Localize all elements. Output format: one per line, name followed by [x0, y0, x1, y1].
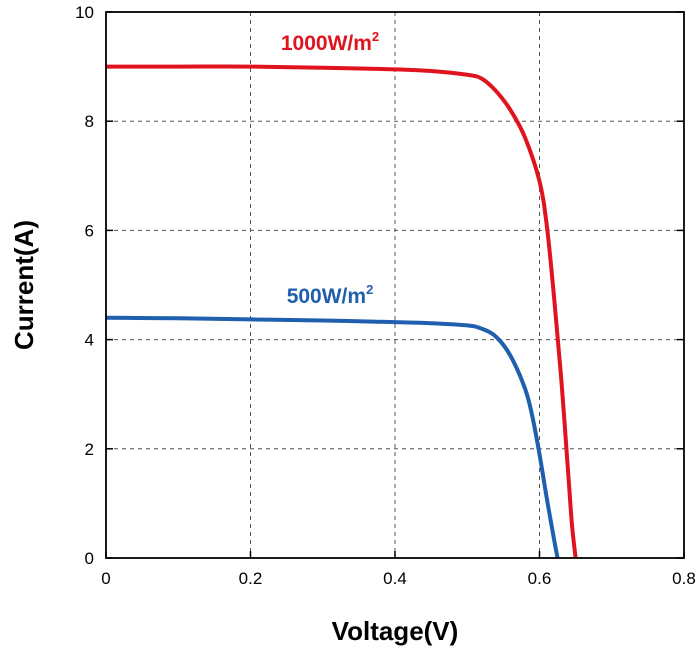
y-tick-label: 8 [85, 112, 94, 131]
series-labels: 1000W/m2 500W/m2 [281, 29, 379, 308]
x-tick-label: 0 [101, 569, 110, 588]
y-tick-label: 0 [85, 549, 94, 568]
series-line-0 [106, 64, 578, 559]
x-tick-label: 0.4 [383, 569, 407, 588]
ticks: 0 0.2 0.4 0.6 0.8 0 2 4 6 8 10 [75, 3, 696, 588]
y-tick-label: 2 [85, 440, 94, 459]
x-tick-label: 0.2 [239, 569, 263, 588]
y-tick-label: 10 [75, 3, 94, 22]
y-tick-label: 6 [85, 221, 94, 240]
x-axis-label: Voltage(V) [332, 616, 459, 646]
series-label-0: 1000W/m2 [281, 29, 379, 55]
series-lines [105, 64, 578, 559]
series-label-1: 500W/m2 [287, 282, 374, 308]
x-tick-label: 0.8 [672, 569, 696, 588]
x-tick-label: 0.6 [528, 569, 552, 588]
grid [106, 12, 684, 558]
series-line-1 [105, 315, 560, 559]
y-tick-label: 4 [85, 331, 94, 350]
y-axis-label: Current(A) [9, 220, 39, 350]
